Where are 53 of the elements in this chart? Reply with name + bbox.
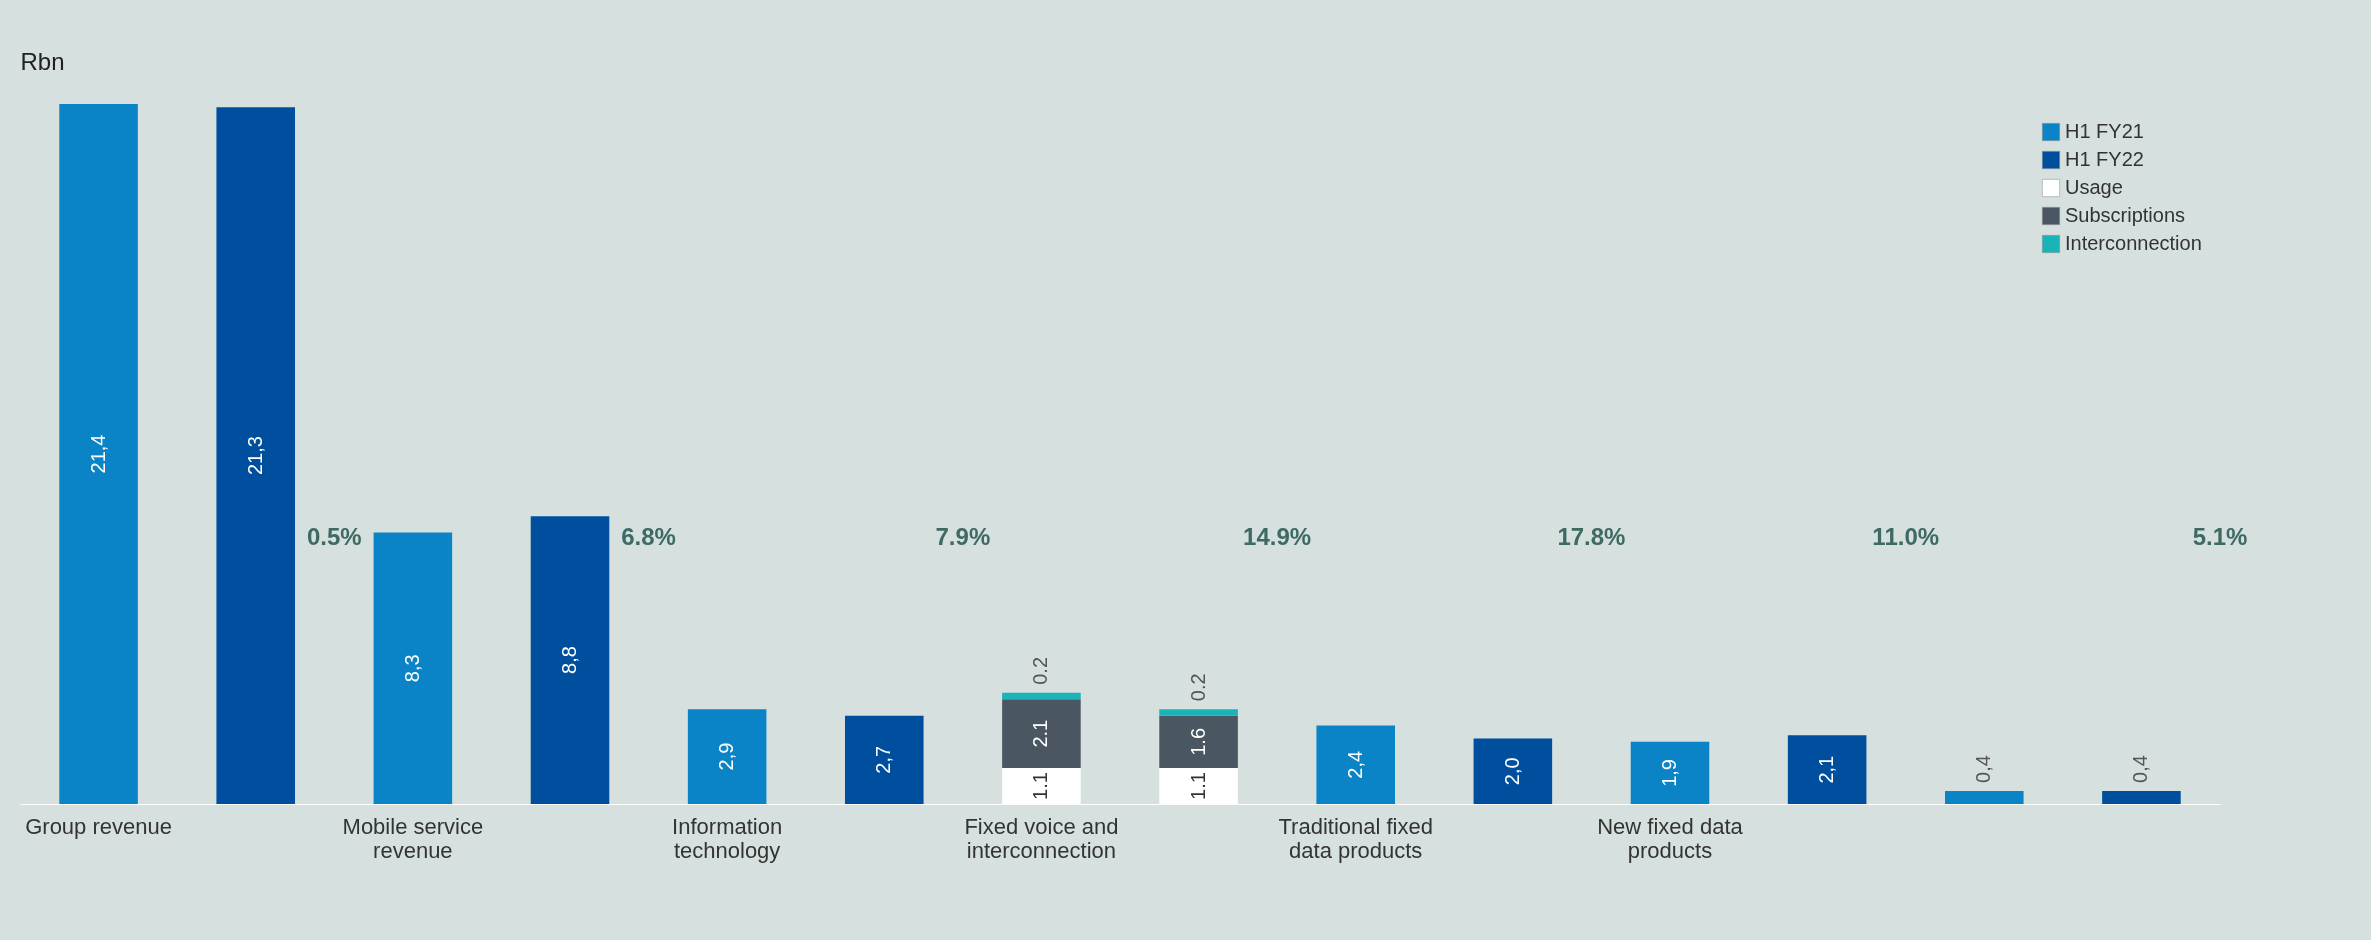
bar xyxy=(59,104,138,804)
data-label: 1,9 xyxy=(1658,759,1680,787)
bar xyxy=(1159,709,1238,716)
bar xyxy=(1002,692,1081,700)
bar xyxy=(216,107,295,804)
data-label: 1.6 xyxy=(1186,727,1209,756)
annotation: 11.0% xyxy=(1872,523,1940,550)
data-label: 0,4 xyxy=(1972,755,1995,783)
data-label: 8,8 xyxy=(558,646,580,674)
bar xyxy=(1473,738,1553,804)
legend-label: Interconnection xyxy=(2065,232,2202,254)
annotation: 5.1% xyxy=(2192,523,2248,550)
bar xyxy=(1787,735,1867,804)
x-tick-label: Traditional fixed data products xyxy=(1278,813,1433,863)
bar xyxy=(373,532,453,804)
bar xyxy=(1002,699,1081,769)
x-tick-label: Mobile service revenue xyxy=(342,813,484,863)
legend-label: Subscriptions xyxy=(2065,204,2186,226)
bar xyxy=(1159,715,1238,769)
data-label: 2,0 xyxy=(1500,757,1523,786)
y-axis-title: Rbn xyxy=(20,47,65,75)
data-label: 2.1 xyxy=(1029,719,1052,748)
bar xyxy=(1316,725,1395,804)
data-label: 2,9 xyxy=(715,742,738,771)
annotation: 6.8% xyxy=(621,523,676,550)
legend-label: Usage xyxy=(2065,176,2123,198)
bar xyxy=(530,516,610,804)
data-label: 1.1 xyxy=(1029,772,1052,800)
x-tick-label: Information technology xyxy=(672,813,783,863)
bar xyxy=(687,709,767,804)
data-label: 0.2 xyxy=(1029,656,1052,685)
data-label: 8,3 xyxy=(400,654,423,683)
x-tick-label: Group revenue xyxy=(25,813,172,839)
data-label: 0,4 xyxy=(2129,755,2152,783)
data-label: 0.2 xyxy=(1186,673,1209,702)
bar xyxy=(845,715,924,804)
annotation: 0.5% xyxy=(306,523,362,550)
data-label: 1.1 xyxy=(1186,772,1209,800)
bar xyxy=(1630,741,1710,804)
data-label: 2,4 xyxy=(1343,750,1366,779)
bar xyxy=(1945,790,2024,804)
legend-label: H1 FY22 xyxy=(2065,148,2144,170)
x-tick-label: New fixed data products xyxy=(1597,813,1744,863)
annotation: 7.9% xyxy=(935,523,991,550)
annotation: 14.9% xyxy=(1243,523,1312,550)
data-label: 2,1 xyxy=(1815,755,1838,784)
legend-label: H1 FY21 xyxy=(2065,120,2144,142)
data-label: 21,4 xyxy=(86,434,109,474)
x-tick-label: Fixed voice and interconnection xyxy=(964,813,1119,863)
annotation: 17.8% xyxy=(1557,523,1626,550)
data-label: 2,7 xyxy=(872,745,895,774)
bar xyxy=(2102,790,2181,804)
data-label: 21,3 xyxy=(243,436,266,476)
